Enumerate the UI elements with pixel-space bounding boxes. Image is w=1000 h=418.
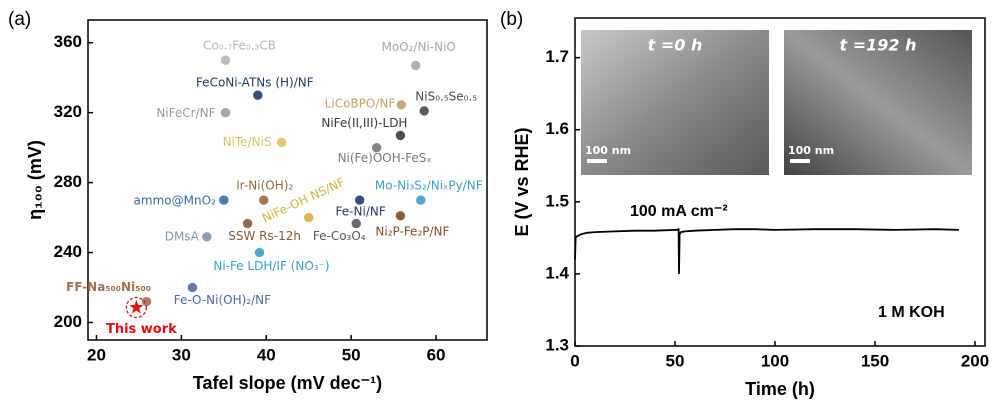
x-tick-label: 30 <box>172 345 191 364</box>
annotation: 100 mA cm⁻² <box>630 203 728 220</box>
point <box>418 105 430 117</box>
scale-bar-label: 100 nm <box>585 144 631 157</box>
highlight-ring <box>125 296 148 319</box>
x-tick-label: 0 <box>570 351 579 370</box>
x-tick-label: 200 <box>961 351 989 370</box>
x-tick-label: 50 <box>342 345 361 364</box>
star-point <box>129 300 144 314</box>
point-label: FeCoNi-ATNs (H)/NF <box>196 76 314 90</box>
point <box>395 210 406 222</box>
point-label: Fe-Ni/NF <box>336 205 386 219</box>
point-label: Fe-Co₃O₄ <box>313 229 366 243</box>
data-line <box>574 228 960 274</box>
point <box>303 212 315 223</box>
y-tick-label: 1.4 <box>545 263 569 282</box>
point-label: FF-Na₅₀₀Ni₅₀₀ <box>66 280 151 294</box>
point <box>415 194 427 206</box>
y-tick-label: 320 <box>54 102 82 121</box>
scale-bar-label: 100 nm <box>788 144 834 157</box>
x-tick-label: 20 <box>87 345 106 364</box>
point-label: SSW Rs-12h <box>228 229 301 243</box>
point-label: This work <box>106 322 177 337</box>
y-axis-label: η₁₀₀ (mV) <box>25 140 45 220</box>
point <box>371 142 382 153</box>
x-tick-label: 100 <box>761 351 789 370</box>
point-label: Ni₂P-Fe₂P/NF <box>375 224 449 238</box>
x-tick-label: 50 <box>666 351 685 370</box>
point <box>220 54 231 66</box>
point <box>410 60 421 71</box>
point-label: Ir-Ni(OH)₂ <box>236 179 293 193</box>
point-label: MoO₂/Ni-NiO <box>381 40 455 54</box>
panel-label: (b) <box>500 9 523 30</box>
point-label: Ni-Fe LDH/IF (NO₃⁻) <box>213 259 329 273</box>
point <box>252 89 264 101</box>
plot-frame <box>574 17 986 347</box>
point <box>258 194 270 206</box>
plot-frame <box>87 19 488 341</box>
point <box>354 194 365 206</box>
point-label: Mo-Ni₃S₂/NiₓPy/NF <box>375 179 483 193</box>
point <box>242 218 253 229</box>
point-label: Ni(Fe)OOH-FeSₓ <box>338 151 432 165</box>
y-tick-label: 1.7 <box>545 47 569 66</box>
point <box>201 231 213 243</box>
scale-bar <box>790 159 810 163</box>
y-tick-label: 1.3 <box>545 335 569 354</box>
point-label: LiCoBPO/NF <box>325 96 396 110</box>
x-tick-label: 60 <box>427 345 446 364</box>
x-tick-label: 150 <box>861 351 889 370</box>
y-tick-label: 1.5 <box>545 191 569 210</box>
point <box>187 282 198 293</box>
point <box>395 130 406 141</box>
point-label: Fe-O-Ni(OH)₂/NF <box>174 293 271 307</box>
point-label: NiFeCr/NF <box>156 106 215 120</box>
inset-title: t =192 h <box>840 36 917 55</box>
point-label: Co₀.₇Fe₀.₃CB <box>203 39 276 53</box>
y-tick-label: 240 <box>54 242 82 261</box>
point <box>218 194 230 206</box>
y-axis-label: E (V vs RHE) <box>512 127 532 236</box>
point <box>276 137 287 148</box>
inset-title: t =0 h <box>648 36 703 55</box>
sem-image <box>784 30 972 175</box>
y-tick-label: 360 <box>54 32 82 51</box>
point-label: DMsA <box>165 229 200 243</box>
sem-image <box>581 30 769 175</box>
point-label: NiTe/NiS <box>223 135 272 149</box>
y-tick-label: 280 <box>54 172 82 191</box>
point <box>350 218 362 229</box>
point-label: NiS₀.₅Se₀.₅ <box>415 89 477 103</box>
x-axis-label: Time (h) <box>745 379 815 399</box>
annotation: 1 M KOH <box>878 304 945 321</box>
y-tick-label: 1.6 <box>545 119 569 138</box>
point <box>395 99 407 111</box>
panel-label: (a) <box>8 9 31 30</box>
scale-bar <box>587 159 607 163</box>
point <box>220 107 231 118</box>
point-label: NiFe(II,III)-LDH <box>321 116 407 130</box>
y-tick-label: 200 <box>54 312 82 331</box>
point-label: ammo@MnO₂ <box>134 194 216 208</box>
x-tick-label: 40 <box>257 345 276 364</box>
x-axis-label: Tafel slope (mV dec⁻¹) <box>193 373 382 393</box>
point <box>254 247 265 258</box>
